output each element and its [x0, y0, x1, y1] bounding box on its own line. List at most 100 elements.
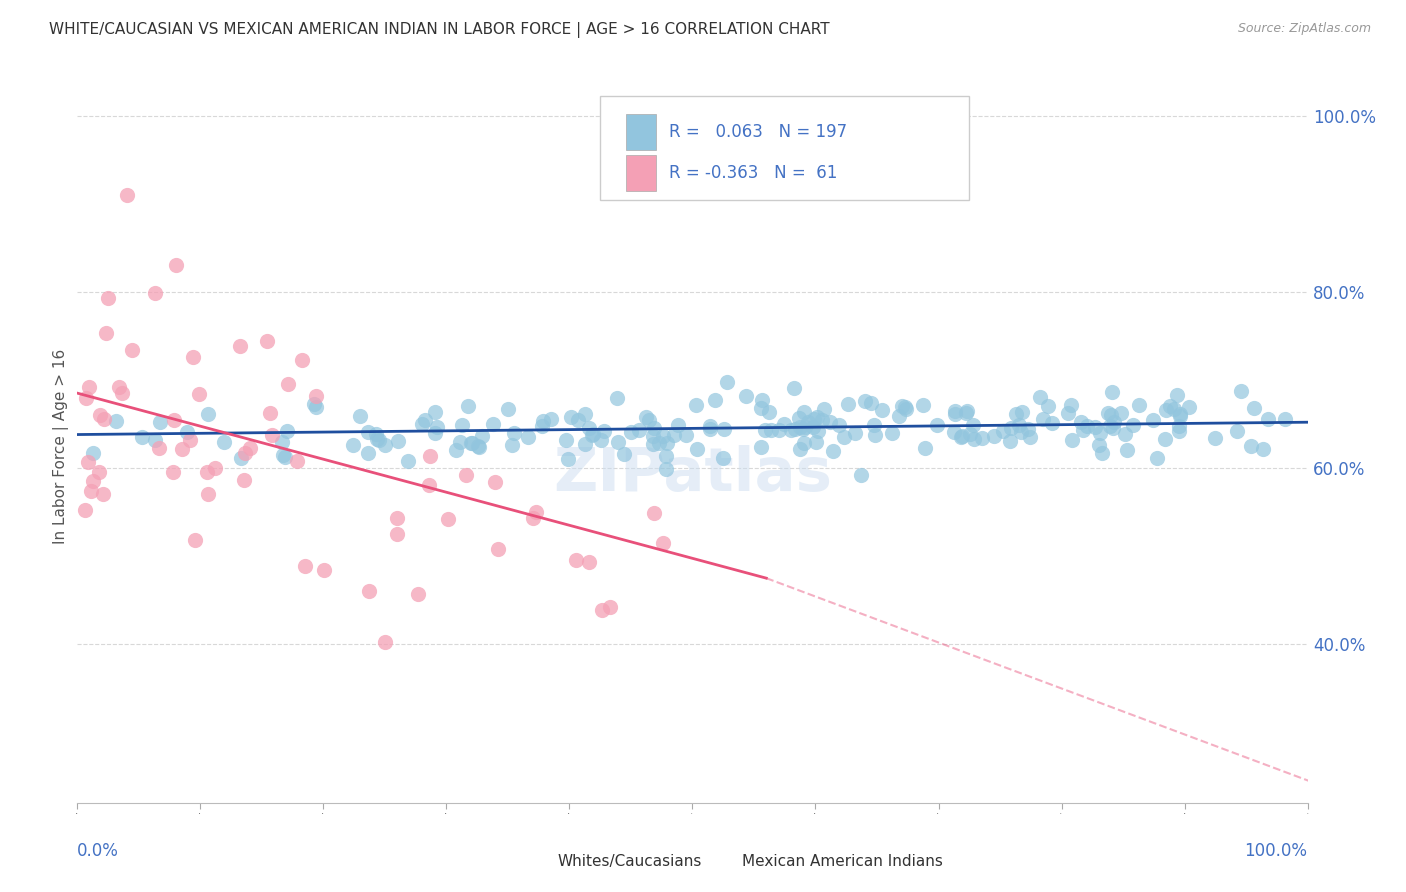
Point: [582, 426, 605, 441]
Point: [942, 425, 965, 439]
Point: [735, 389, 758, 403]
Point: [73, 502, 96, 516]
Point: [468, 440, 491, 454]
Point: [77, 455, 100, 469]
Point: [197, 487, 219, 501]
Point: [699, 422, 721, 436]
Point: [1166, 387, 1188, 401]
Point: [531, 419, 554, 434]
FancyBboxPatch shape: [626, 114, 655, 150]
Point: [789, 442, 811, 456]
Point: [1146, 450, 1168, 465]
Point: [970, 430, 993, 444]
Point: [82, 474, 104, 488]
Point: [93, 412, 115, 426]
Point: [1099, 408, 1122, 422]
Point: [664, 427, 686, 442]
FancyBboxPatch shape: [600, 96, 969, 200]
Point: [567, 413, 589, 427]
Point: [374, 437, 396, 451]
Point: [488, 542, 510, 557]
Text: WHITE/CAUCASIAN VS MEXICAN AMERICAN INDIAN IN LABOR FORCE | AGE > 16 CORRELATION: WHITE/CAUCASIAN VS MEXICAN AMERICAN INDI…: [49, 22, 830, 38]
Point: [259, 406, 281, 420]
FancyBboxPatch shape: [526, 847, 553, 875]
Point: [578, 555, 600, 569]
Point: [1128, 398, 1150, 412]
Point: [91, 487, 114, 501]
Point: [484, 475, 506, 489]
Point: [482, 417, 505, 431]
Point: [638, 413, 661, 427]
Point: [131, 430, 153, 444]
Point: [1097, 406, 1119, 420]
Point: [143, 433, 166, 447]
Point: [641, 437, 664, 451]
Point: [1102, 415, 1125, 429]
Point: [1032, 411, 1054, 425]
Point: [796, 415, 818, 429]
Point: [749, 401, 772, 415]
Point: [229, 339, 252, 353]
Point: [1168, 409, 1191, 424]
Point: [1114, 426, 1136, 441]
Point: [703, 392, 725, 407]
Point: [450, 418, 472, 433]
Point: [302, 397, 325, 411]
Point: [80, 484, 103, 499]
Point: [648, 436, 671, 450]
FancyBboxPatch shape: [626, 155, 655, 191]
Point: [565, 553, 588, 567]
Point: [305, 389, 328, 403]
Point: [413, 413, 436, 427]
Point: [652, 429, 675, 443]
Point: [1062, 433, 1084, 447]
Point: [949, 429, 972, 443]
Point: [758, 405, 780, 419]
Point: [273, 448, 295, 462]
Point: [342, 438, 364, 452]
Point: [880, 425, 903, 440]
Point: [793, 420, 815, 434]
Point: [860, 395, 883, 409]
Point: [666, 417, 689, 432]
Point: [349, 409, 371, 424]
Point: [239, 442, 262, 456]
Point: [823, 443, 845, 458]
Point: [1010, 425, 1032, 439]
Point: [1230, 384, 1253, 398]
Point: [643, 506, 665, 520]
Point: [998, 434, 1021, 448]
Point: [406, 587, 429, 601]
Point: [387, 511, 409, 525]
Point: [955, 406, 977, 420]
Point: [540, 412, 562, 426]
Point: [1116, 443, 1139, 458]
Point: [652, 535, 675, 549]
Point: [276, 425, 298, 439]
Point: [606, 392, 628, 406]
Point: [274, 450, 297, 464]
Point: [699, 419, 721, 434]
Point: [783, 381, 806, 395]
Point: [411, 417, 433, 431]
Y-axis label: In Labor Force | Age > 16: In Labor Force | Age > 16: [53, 349, 69, 543]
Point: [574, 437, 596, 451]
Point: [801, 420, 824, 434]
Point: [983, 428, 1005, 442]
Point: [862, 417, 884, 432]
Point: [285, 454, 308, 468]
Point: [911, 399, 934, 413]
Point: [950, 429, 973, 443]
Point: [176, 425, 198, 440]
Point: [1038, 399, 1060, 413]
Point: [768, 423, 790, 437]
Point: [1060, 398, 1083, 412]
Point: [675, 428, 697, 442]
Point: [713, 421, 735, 435]
Point: [1154, 432, 1177, 446]
Point: [522, 511, 544, 525]
Point: [204, 461, 226, 475]
FancyBboxPatch shape: [710, 847, 737, 875]
Point: [1178, 400, 1201, 414]
Point: [834, 430, 856, 444]
